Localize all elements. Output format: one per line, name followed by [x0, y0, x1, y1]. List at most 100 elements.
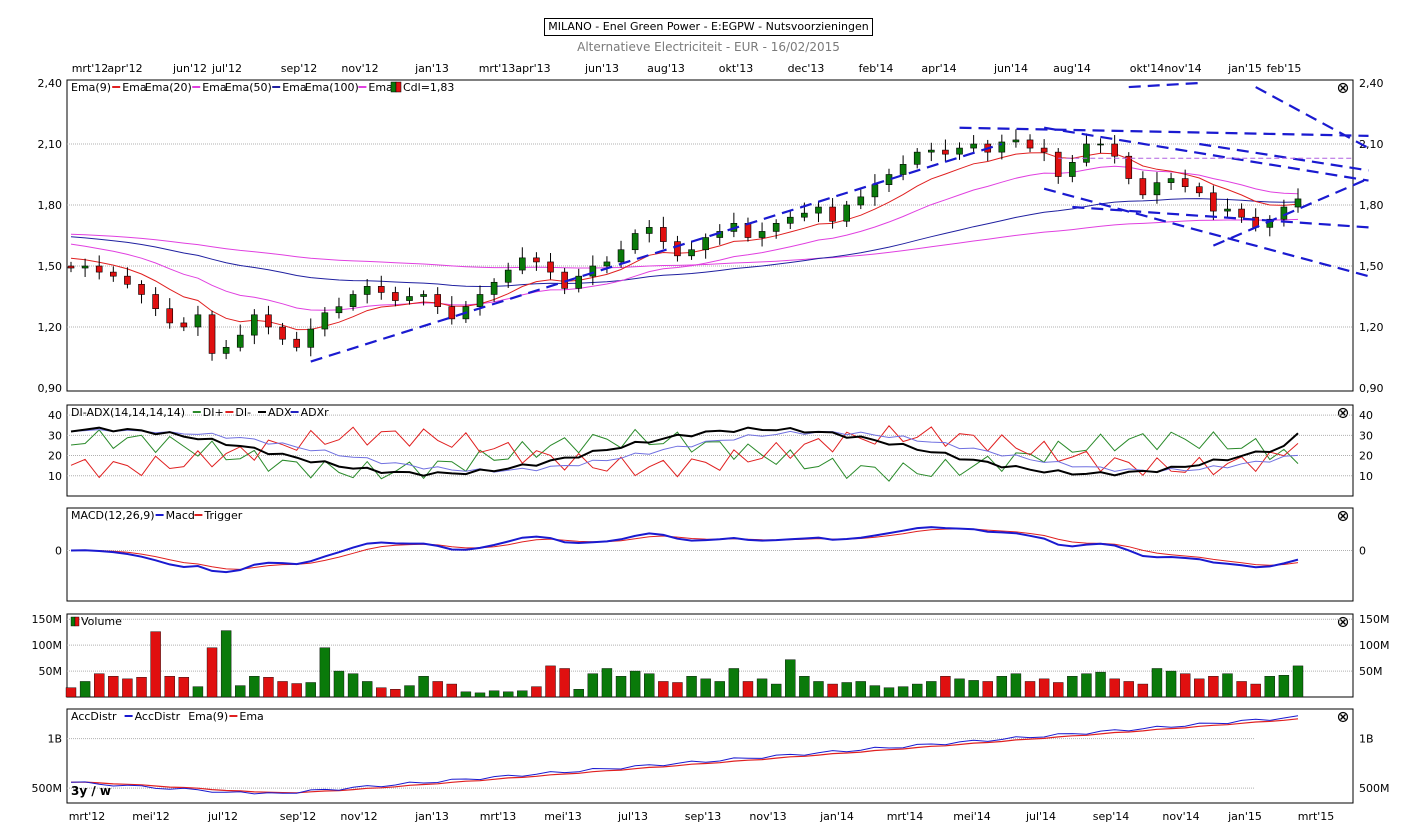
volume-bar: [926, 681, 937, 698]
volume-bar: [615, 676, 627, 698]
candle-body: [1294, 198, 1302, 208]
candle-body: [956, 147, 963, 155]
bottom-axis-label: sep'13: [685, 810, 722, 823]
candle-body: [603, 261, 611, 267]
price-legend-item: Ema(100): [305, 81, 359, 94]
candle-body: [998, 141, 1006, 153]
candle-body: [377, 286, 385, 293]
macd-tick-left: 0: [55, 545, 62, 558]
adx-tick-left: 10: [48, 470, 62, 483]
volume-bar: [291, 683, 302, 698]
volume-bar: [1194, 678, 1205, 698]
bottom-axis-label: mei'12: [132, 810, 170, 823]
bottom-axis-label: mei'14: [953, 810, 991, 823]
candle-body: [1224, 208, 1231, 212]
volume-bar: [559, 668, 570, 698]
candle-body: [1097, 143, 1104, 146]
volume-bar: [136, 677, 147, 698]
macd-tick-right: 0: [1359, 545, 1366, 558]
volume-bar: [517, 690, 528, 698]
adx-tick-left: 40: [48, 409, 62, 422]
candle-body: [293, 338, 300, 348]
panel-frame-adx: [66, 404, 1354, 497]
volume-bar: [220, 630, 232, 698]
volume-bar: [940, 676, 951, 698]
candle-body: [251, 314, 258, 336]
chart-title: MILANO - Enel Green Power - E:EGPW - Nut…: [544, 18, 873, 36]
volume-bar: [1123, 681, 1134, 698]
volume-bar: [404, 685, 415, 698]
period-label: 3y / w: [71, 784, 111, 798]
volume-bar: [122, 678, 133, 698]
candle-body: [279, 326, 286, 340]
top-axis-label: dec'13: [788, 62, 825, 75]
volume-bar: [1109, 678, 1120, 698]
volume-bar: [799, 676, 810, 698]
price-legend-item: Ema: [202, 81, 226, 94]
candle-body: [265, 314, 272, 328]
candle-body: [152, 294, 159, 310]
top-axis-label: nov'12: [341, 62, 378, 75]
candle-body: [589, 265, 597, 277]
volume-bar: [869, 685, 881, 698]
ema9-line: [70, 152, 1299, 331]
volume-bar: [996, 676, 1008, 698]
ema100-line: [70, 218, 1299, 269]
candle-body: [434, 294, 441, 307]
candle-body: [801, 212, 808, 218]
adx-legend-item: DI-ADX(14,14,14,14): [71, 406, 185, 419]
price-tick-right: 1,20: [1359, 321, 1384, 334]
volume-bar: [319, 647, 331, 698]
adx-tick-left: 30: [48, 429, 62, 442]
bottom-axis-label: jan'13: [414, 810, 449, 823]
accdistr-tick-right: 500M: [1359, 782, 1390, 795]
volume-bar: [700, 678, 711, 698]
candle-body: [180, 322, 188, 328]
candle-body: [1210, 192, 1217, 212]
price-tick-right: 2,10: [1359, 138, 1384, 151]
close-icon-cross: [1340, 619, 1346, 625]
bottom-axis-label: nov'12: [340, 810, 377, 823]
volume-bar: [94, 673, 105, 698]
adx-tick-right: 10: [1359, 470, 1373, 483]
candle-body: [1125, 155, 1133, 179]
candle-body: [660, 227, 667, 242]
adx-line: [70, 426, 1299, 477]
candle-body: [406, 296, 413, 301]
top-axis-label: apr'13: [515, 62, 550, 75]
candle-body: [363, 286, 371, 295]
adx-tick-right: 20: [1359, 450, 1373, 463]
trendline-channel-upper: [1043, 126, 1369, 182]
bottom-axis-label: sep'14: [1093, 810, 1130, 823]
candle-body: [392, 292, 399, 301]
volume-bar: [1095, 671, 1106, 698]
candle-body: [1069, 162, 1076, 177]
volume-bar: [1165, 670, 1177, 698]
accdistr-legend-item: Ema(9): [188, 710, 228, 723]
candle-body: [504, 269, 512, 283]
candle-body: [857, 196, 865, 206]
candle-body: [124, 275, 131, 285]
volume-tick-right: 150M: [1359, 613, 1390, 626]
candle-body: [970, 143, 977, 149]
macd-line: [70, 526, 1299, 574]
bottom-axis-label: jan'15: [1227, 810, 1262, 823]
volume-bar: [1151, 668, 1163, 698]
volume-bar: [686, 676, 697, 698]
trendline-wedge-upper: [1199, 142, 1369, 172]
panel-frame-macd: [66, 507, 1354, 602]
price-legend-item: Ema(50): [225, 81, 272, 94]
top-axis-label: jan'13: [414, 62, 449, 75]
volume-bar: [376, 687, 387, 698]
accdistr-tick-left: 500M: [32, 782, 63, 795]
volume-bar: [235, 685, 246, 698]
candle-body: [899, 164, 907, 175]
candle-body: [194, 314, 202, 328]
legend-candle-up: [390, 81, 397, 93]
volume-bar: [728, 668, 740, 698]
candle-body: [871, 184, 879, 198]
candle-body: [349, 294, 357, 307]
candle-body: [1153, 182, 1161, 196]
candle-body: [843, 204, 850, 222]
